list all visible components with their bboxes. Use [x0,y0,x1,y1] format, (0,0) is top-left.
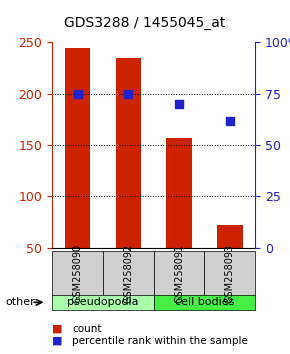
Text: cell bodies: cell bodies [175,297,234,307]
Bar [116,58,141,248]
Point [75,91,80,97]
Text: GDS3288 / 1455045_at: GDS3288 / 1455045_at [64,16,226,30]
Text: ■: ■ [52,324,63,333]
Text: percentile rank within the sample: percentile rank within the sample [72,336,248,346]
FancyBboxPatch shape [204,251,255,296]
Bar [65,47,90,248]
FancyBboxPatch shape [52,295,154,310]
FancyBboxPatch shape [154,251,204,296]
Text: other: other [6,297,36,307]
Text: count: count [72,324,102,333]
Point [227,118,232,123]
Text: pseudopodia: pseudopodia [67,297,139,307]
Text: ■: ■ [52,336,63,346]
Bar [166,138,192,248]
Point [126,91,130,97]
FancyBboxPatch shape [52,251,103,296]
Text: GSM258092: GSM258092 [123,244,133,303]
FancyBboxPatch shape [154,295,255,310]
Text: GSM258093: GSM258093 [225,244,235,303]
Bar [217,225,242,248]
Point [177,101,182,107]
Text: GSM258091: GSM258091 [174,244,184,303]
Text: GSM258090: GSM258090 [72,244,83,303]
FancyBboxPatch shape [103,251,154,296]
